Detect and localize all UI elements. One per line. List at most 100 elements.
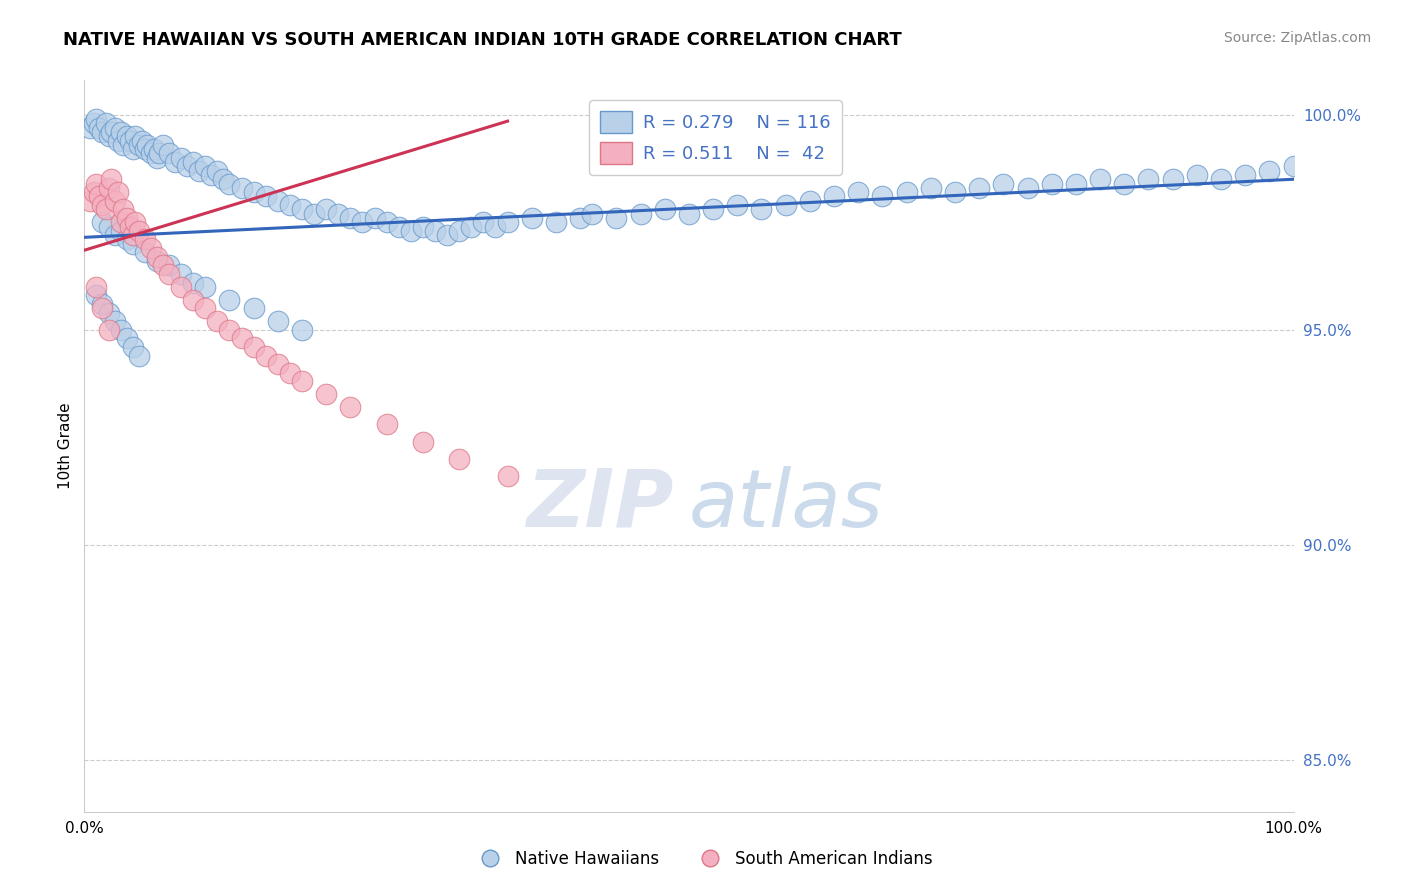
Point [520,211,543,225]
Point [218,323,240,337]
Point [97,219,120,234]
Point [181,276,204,290]
Point [146,250,169,264]
Point [120,134,142,148]
Point [115,129,138,144]
Point [207,314,229,328]
Point [823,189,845,203]
Point [200,168,222,182]
Point [194,301,217,316]
Point [725,198,748,212]
Point [943,185,966,199]
Point [605,211,627,225]
Point [128,224,150,238]
Point [218,177,240,191]
Point [91,301,114,316]
Point [157,146,180,161]
Point [128,349,150,363]
Point [484,219,506,234]
Point [97,181,120,195]
Point [1234,168,1257,182]
Point [1161,172,1184,186]
Point [254,189,277,203]
Point [291,202,314,217]
Point [181,293,204,307]
Point [86,177,108,191]
Point [112,202,135,217]
Point [846,185,869,199]
Point [630,207,652,221]
Point [104,194,127,208]
Point [352,215,374,229]
Point [152,258,174,272]
Point [194,280,217,294]
Point [134,142,156,156]
Point [242,301,264,316]
Point [124,129,146,144]
Point [104,314,127,328]
Point [94,116,117,130]
Point [1088,172,1111,186]
Point [107,185,129,199]
Point [139,241,162,255]
Point [218,293,240,307]
Point [94,202,117,217]
Point [920,181,942,195]
Point [121,340,143,354]
Point [87,189,110,203]
Point [231,181,253,195]
Point [291,375,314,389]
Point [315,387,337,401]
Point [1017,181,1039,195]
Point [1064,177,1087,191]
Point [1258,163,1281,178]
Point [115,211,138,225]
Point [1185,168,1208,182]
Point [472,215,495,229]
Point [136,137,159,152]
Point [399,224,422,238]
Point [302,207,325,221]
Point [678,207,700,221]
Point [91,125,114,139]
Point [569,211,592,225]
Point [412,219,434,234]
Point [328,207,350,221]
Point [993,177,1015,191]
Point [460,219,482,234]
Point [278,198,301,212]
Point [449,224,471,238]
Point [86,280,108,294]
Point [1137,172,1160,186]
Point [143,142,166,156]
Point [254,349,277,363]
Point [115,232,138,246]
Point [872,189,894,203]
Point [79,120,101,135]
Point [97,323,120,337]
Point [375,417,398,432]
Point [86,112,108,126]
Legend: R = 0.279    N = 116, R = 0.511    N =  42: R = 0.279 N = 116, R = 0.511 N = 42 [589,100,842,175]
Point [1209,172,1232,186]
Point [107,134,129,148]
Point [165,155,187,169]
Point [194,159,217,173]
Point [267,357,290,371]
Point [176,159,198,173]
Point [544,215,567,229]
Point [91,198,114,212]
Point [146,151,169,165]
Point [100,172,122,186]
Point [115,331,138,345]
Point [83,185,105,199]
Point [86,288,108,302]
Point [128,137,150,152]
Point [423,224,446,238]
Point [207,163,229,178]
Point [363,211,385,225]
Point [97,129,120,144]
Point [110,125,132,139]
Point [124,215,146,229]
Point [1114,177,1136,191]
